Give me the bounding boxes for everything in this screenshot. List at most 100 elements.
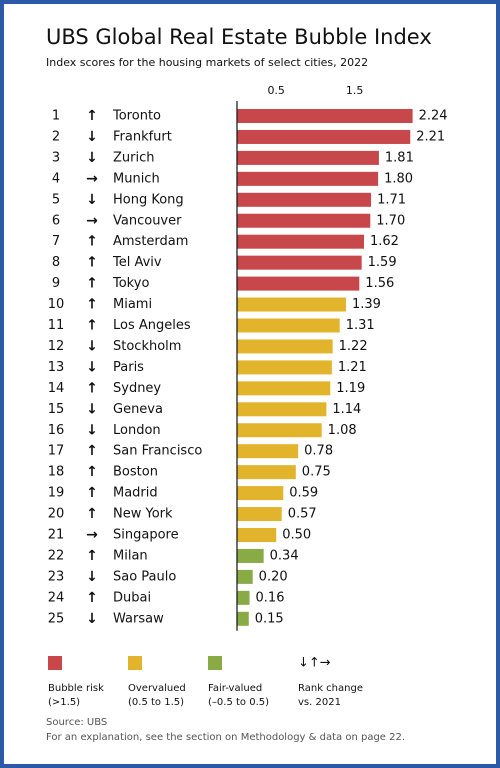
bar (237, 402, 327, 417)
rank-change: ↓ (86, 422, 98, 438)
value-label: 1.59 (368, 255, 397, 270)
rank-change: ↑ (86, 297, 98, 313)
rank: 5 (52, 192, 60, 207)
x-tick-label: 0.5 (267, 84, 285, 97)
city-label: San Francisco (113, 444, 202, 459)
value-label: 2.21 (416, 129, 445, 144)
rank-change: → (86, 171, 98, 187)
value-label: 1.81 (385, 150, 414, 165)
city-label: Tel Aviv (112, 255, 162, 270)
bar (237, 507, 282, 522)
bar (237, 465, 296, 480)
rank-change: ↓ (86, 401, 98, 417)
rank-change: ↑ (86, 318, 98, 334)
city-label: Boston (113, 465, 158, 480)
bar (237, 590, 250, 605)
rank: 3 (52, 150, 60, 165)
legend-label: Overvalued (128, 683, 186, 694)
bar (237, 423, 322, 438)
rank: 20 (48, 507, 65, 522)
rank-change: ↑ (86, 506, 98, 522)
value-label: 1.08 (328, 423, 357, 438)
value-label: 1.39 (352, 297, 381, 312)
rank-change: → (86, 527, 98, 543)
note: For an explanation, see the section on M… (46, 732, 405, 743)
rank-change: ↑ (86, 380, 98, 396)
value-label: 1.22 (339, 339, 368, 354)
bar (237, 150, 379, 165)
bar (237, 444, 299, 459)
city-label: Geneva (113, 402, 163, 417)
rank-legend-label: Rank change (298, 683, 363, 694)
rank: 17 (48, 444, 65, 459)
value-label: 0.59 (289, 486, 318, 501)
rank-change: ↓ (86, 611, 98, 627)
rank: 11 (48, 318, 65, 333)
value-label: 2.24 (419, 109, 448, 124)
legend-range: (–0.5 to 0.5) (208, 697, 269, 708)
rank: 21 (48, 528, 65, 543)
city-label: Sydney (113, 381, 161, 396)
city-label: Stockholm (113, 339, 181, 354)
city-label: Sao Paulo (113, 569, 176, 584)
value-label: 1.80 (384, 171, 413, 186)
rank: 10 (48, 297, 65, 312)
city-label: Amsterdam (113, 234, 188, 249)
rank: 4 (52, 171, 60, 186)
city-label: Milan (113, 548, 148, 563)
rank-change: ↓ (86, 150, 98, 166)
city-label: Los Angeles (113, 318, 191, 333)
bar (237, 109, 413, 123)
rank: 7 (52, 234, 60, 249)
chart-subtitle: Index scores for the housing markets of … (46, 56, 368, 69)
value-label: 1.31 (346, 318, 375, 333)
rank: 1 (52, 109, 60, 124)
bar (237, 569, 253, 584)
rank-change: ↑ (86, 548, 98, 564)
value-label: 0.20 (259, 569, 288, 584)
source: Source: UBS (46, 717, 107, 728)
chart-title: UBS Global Real Estate Bubble Index (46, 25, 432, 49)
x-tick-label: 1.5 (346, 84, 364, 97)
rank: 13 (48, 360, 65, 375)
city-label: Zurich (113, 150, 155, 165)
city-label: Frankfurt (113, 129, 172, 144)
value-label: 0.75 (302, 465, 331, 480)
rank-change: → (86, 213, 98, 229)
rank: 9 (52, 276, 60, 291)
city-label: Toronto (112, 109, 161, 124)
rank: 18 (48, 465, 65, 480)
value-label: 0.78 (304, 444, 333, 459)
rank: 12 (48, 339, 65, 354)
value-label: 1.70 (376, 213, 405, 228)
value-label: 0.16 (256, 590, 285, 605)
value-label: 0.34 (270, 548, 299, 563)
bar (237, 339, 333, 354)
rank: 16 (48, 423, 65, 438)
rank: 15 (48, 402, 65, 417)
legend-label: Fair-valued (208, 683, 262, 694)
rank-legend-sublabel: vs. 2021 (298, 697, 341, 708)
bar (237, 318, 340, 333)
bar (237, 276, 360, 291)
rank: 8 (52, 255, 60, 270)
city-label: Miami (113, 297, 152, 312)
rank-change: ↑ (86, 255, 98, 271)
rank: 2 (52, 129, 60, 144)
rank-change: ↑ (86, 234, 98, 250)
value-label: 1.56 (365, 276, 394, 291)
bar (237, 213, 371, 228)
rank: 24 (48, 590, 65, 605)
bar (237, 255, 362, 270)
rank: 6 (52, 213, 60, 228)
value-label: 1.71 (377, 192, 406, 207)
rank-change: ↑ (86, 464, 98, 480)
rank-change: ↑ (86, 485, 98, 501)
value-label: 0.50 (282, 528, 311, 543)
value-label: 0.57 (288, 507, 317, 522)
value-label: 1.19 (336, 381, 365, 396)
bar (237, 548, 264, 563)
city-label: Vancouver (113, 213, 182, 228)
rank-change: ↓ (86, 569, 98, 585)
